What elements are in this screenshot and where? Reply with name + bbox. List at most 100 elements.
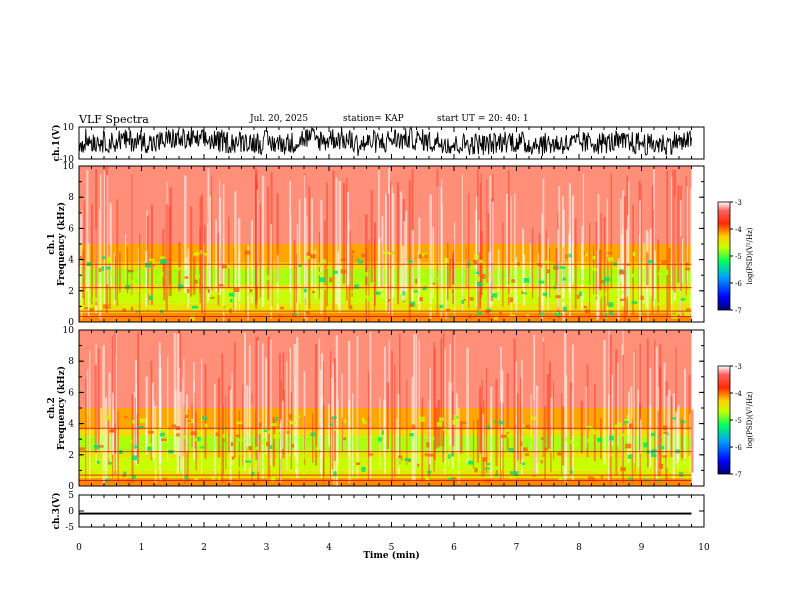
ch1-spectrogram-streak (91, 204, 93, 306)
ch1-spectrogram-speckle (301, 305, 307, 311)
ch2-spectrogram-streak (135, 382, 137, 467)
ch2-spectrogram-streak (616, 363, 619, 447)
ch1-spectrogram-streak (440, 186, 442, 318)
ch2-spectrogram-streak (153, 401, 155, 463)
ch2-spectrogram-speckle (395, 457, 401, 462)
ch1-spectrogram-streak (298, 198, 301, 304)
ch1-spectrogram-speckle (592, 255, 596, 260)
ch1-spectrogram-speckle (84, 306, 88, 310)
ch1-waveform-ytick-label: -10 (60, 155, 75, 165)
ch1-spectrogram-speckle (329, 277, 333, 283)
ch2-spectrogram-speckle (222, 433, 225, 439)
ch2-spectrogram-streak (519, 377, 522, 465)
ch1-spectrogram-speckle (658, 272, 662, 276)
ch2-spectrogram-speckle (629, 423, 633, 428)
ch1-spectrogram-streak (304, 175, 306, 322)
ch2-spectrogram-speckle (193, 437, 198, 442)
ch2-spectrogram-speckle (139, 452, 145, 455)
ch2-spectrogram-streak (421, 397, 424, 482)
ch1-spectrogram-speckle (246, 292, 253, 296)
ch2-spectrogram-speckle (259, 422, 262, 426)
ch1-spectrogram-speckle (122, 308, 127, 312)
ch1-spectrogram-speckle (628, 308, 632, 311)
ch2-spectrogram-speckle (558, 475, 563, 481)
ch2-spectrogram-streak (134, 398, 136, 450)
ch1-spectrogram-streak (654, 250, 656, 299)
ch2-spectrogram-streak (201, 358, 203, 474)
ch2-spectrogram-speckle (486, 425, 490, 430)
ch1-spectrogram-speckle (146, 305, 151, 310)
ch1-spectrogram-speckle (319, 277, 325, 283)
ch1-spectrogram-speckle (375, 291, 381, 295)
ch1-spectrogram-streak (326, 182, 328, 307)
ch1-spectrogram-speckle (620, 298, 626, 301)
ch2-spectrogram-speckle (184, 414, 188, 419)
ch1-spectrogram-speckle (473, 259, 478, 265)
x-tick-label: 1 (139, 543, 145, 553)
ch2-spectrogram-streak (622, 354, 625, 483)
ch2-spectrogram-streak (290, 392, 293, 470)
ch2-spectrogram-streak (608, 394, 611, 482)
ch2-spectrogram-streak (442, 332, 445, 447)
ch1-spectrogram-colorbar-tick-label: -6 (735, 280, 742, 288)
ch2-spectrogram-speckle (238, 466, 244, 472)
ch1-spectrogram-streak (388, 168, 391, 313)
ch2-spectrogram-speckle (147, 443, 152, 448)
ch2-spectrogram-streak (332, 363, 334, 457)
ch2-spectrogram-speckle (507, 451, 513, 456)
ch1-spectrogram-speckle (553, 266, 559, 270)
ch1-spectrogram-speckle (184, 276, 189, 279)
ch2-spectrogram-speckle (541, 437, 544, 440)
ch1-spectrogram-colorbar-tick-label: -3 (735, 199, 742, 207)
ch1-spectrogram-speckle (478, 259, 483, 264)
ch2-spectrogram-speckle (155, 457, 159, 462)
ch1-spectrogram-band (79, 303, 692, 313)
ch1-spectrogram-speckle (469, 297, 474, 301)
ch2-spectrogram-streak (603, 340, 606, 465)
ch2-spectrogram-speckle (240, 424, 244, 428)
ch1-spectrogram-streak (522, 228, 525, 289)
ch1-spectrogram-speckle (640, 295, 644, 301)
ch2-spectrogram-speckle (267, 430, 271, 434)
ch2-spectrogram-speckle (199, 453, 202, 457)
ch2-spectrogram-speckle (659, 446, 665, 450)
ch1-spectrogram-speckle (562, 298, 569, 302)
ch2-spectrogram-colorbar-label: log(PSD)(V²/Hz) (746, 391, 754, 448)
ch1-spectrogram-speckle (419, 296, 423, 302)
ch2-spectrogram-speckle (671, 417, 676, 420)
ch2-spectrogram-speckle (522, 462, 525, 466)
ch2-spectrogram-speckle (447, 478, 453, 481)
ch2-spectrogram-streak (627, 414, 629, 463)
ch2-spectrogram-speckle (273, 433, 278, 439)
ch1-spectrogram-speckle (148, 295, 153, 301)
ch2-spectrogram-speckle (381, 430, 385, 435)
ch1-spectrogram-streak (642, 242, 645, 304)
ch1-spectrogram-streak (646, 252, 649, 286)
ch2-spectrogram-speckle (506, 428, 510, 432)
ch2-spectrogram-speckle (299, 464, 303, 469)
ch1-spectrogram-streak (306, 216, 308, 321)
ch2-spectrogram-streak (466, 347, 469, 465)
ch2-spectrogram-speckle (482, 457, 488, 462)
ch1-spectrogram-speckle (382, 251, 389, 255)
ch2-spectrogram-speckle (610, 453, 614, 457)
ch2-spectrogram-streak (269, 339, 272, 466)
ch2-spectrogram (79, 330, 694, 486)
ch1-spectrogram-ytick-label: 4 (68, 256, 74, 266)
ch1-spectrogram-speckle (134, 274, 140, 278)
ch1-spectrogram-speckle (221, 264, 227, 269)
ch2-spectrogram-speckle (587, 438, 593, 443)
ch2-spectrogram-speckle (331, 416, 337, 419)
ch1-spectrogram-speckle (437, 277, 440, 281)
ch1-spectrogram-speckle (608, 302, 614, 308)
ch2-spectrogram-streak (433, 342, 435, 472)
ch2-spectrogram-speckle (257, 429, 262, 435)
ch1-spectrogram-streak (276, 255, 279, 311)
ch1-spectrogram-speckle (354, 284, 359, 289)
ch2-spectrogram-speckle (127, 439, 133, 444)
ch1-spectrogram-streak (119, 251, 121, 293)
ch1-spectrogram-streak (542, 178, 545, 317)
ch1-spectrogram-streak (267, 186, 270, 300)
ch2-spectrogram-speckle (570, 439, 573, 445)
ch2-spectrogram-streak (548, 361, 551, 449)
